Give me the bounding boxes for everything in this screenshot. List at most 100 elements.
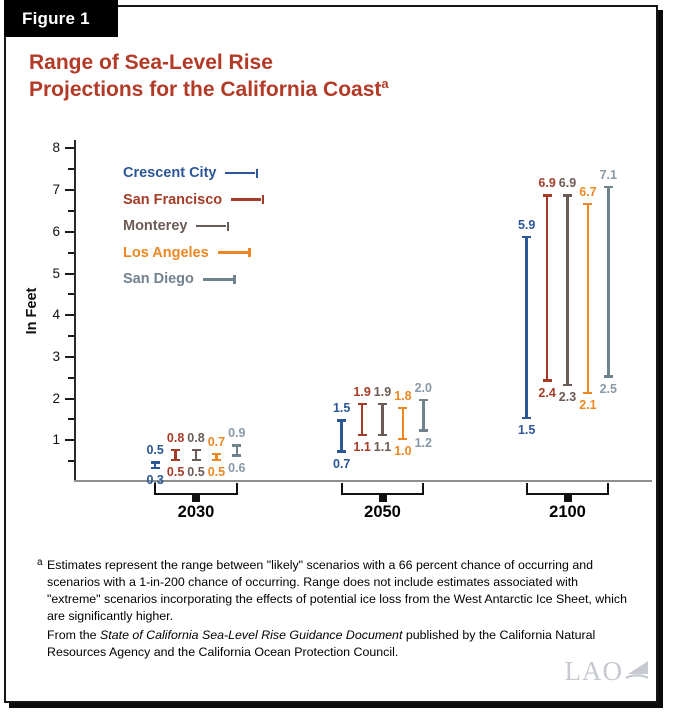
value-label-high-los-angeles-2050: 1.8 — [394, 388, 412, 403]
legend-range-marker-icon — [217, 248, 251, 258]
category-label-2030: 2030 — [177, 503, 215, 521]
y-tick-major — [65, 439, 74, 442]
legend-item-los-angeles: Los Angeles — [123, 244, 251, 261]
legend-label-los-angeles: Los Angeles — [123, 244, 209, 261]
source-document-title: State of California Sea-Level Rise Guida… — [100, 628, 403, 642]
figure-frame — [4, 5, 658, 703]
value-label-low-san-diego-2030: 0.6 — [228, 460, 246, 475]
range-bar-stem-san-diego-2050 — [422, 398, 425, 432]
range-bar-cap-bottom-san-francisco-2050 — [357, 433, 367, 437]
value-label-high-monterey-2050: 1.9 — [373, 384, 392, 399]
y-tick-label: 6 — [52, 223, 60, 239]
figure-label-box: Figure 1 — [4, 0, 118, 37]
value-label-low-los-angeles-2030: 0.5 — [207, 465, 226, 480]
y-tick-label: 4 — [52, 307, 60, 323]
category-bracket-right — [235, 483, 238, 495]
range-bar-stem-monterey-2050 — [381, 402, 384, 437]
y-tick-label: 7 — [52, 182, 60, 198]
range-bar-stem-san-francisco-2030 — [174, 448, 177, 462]
category-bracket-tab — [192, 494, 200, 502]
range-bar-stem-san-francisco-2050 — [360, 402, 364, 437]
value-label-low-los-angeles-2100: 2.1 — [579, 398, 597, 413]
range-bar-cap-top-crescent-city-2100 — [522, 235, 532, 239]
value-label-high-san-francisco-2050: 1.9 — [353, 384, 371, 399]
source-prefix: From the — [47, 628, 101, 642]
legend-item-monterey: Monterey — [123, 218, 230, 235]
category-bracket-left — [340, 483, 343, 495]
y-tick-minor — [68, 293, 74, 296]
value-label-high-crescent-city-2100: 5.9 — [517, 217, 536, 232]
value-label-high-los-angeles-2030: 0.7 — [207, 434, 226, 449]
range-bar-cap-top-los-angeles-2050 — [398, 406, 408, 410]
value-label-low-monterey-2100: 2.3 — [558, 390, 577, 405]
range-bar-cap-bottom-monterey-2100 — [563, 383, 572, 387]
range-bar-cap-top-los-angeles-2030 — [211, 452, 221, 456]
figure-title-line2: Projections for the California Coast — [29, 77, 382, 101]
legend-item-san-francisco: San Francisco — [123, 191, 265, 208]
legend-range-marker-icon — [231, 195, 265, 205]
value-label-high-monterey-2100: 6.9 — [558, 176, 577, 191]
range-bar-cap-bottom-crescent-city-2030 — [150, 466, 160, 470]
x-baseline — [74, 480, 652, 482]
range-bar-cap-bottom-los-angeles-2050 — [398, 437, 408, 441]
range-bar-cap-bottom-san-diego-2100 — [603, 375, 613, 378]
range-bar-stem-los-angeles-2050 — [401, 406, 405, 441]
chart-footnote: a Estimates represent the range between "… — [37, 557, 629, 624]
range-bar-cap-top-monterey-2030 — [191, 448, 201, 452]
range-bar-stem-monterey-2100 — [566, 194, 569, 387]
legend-label-monterey: Monterey — [123, 218, 188, 235]
range-bar-cap-top-san-francisco-2030 — [171, 448, 181, 452]
range-bar-cap-top-los-angeles-2100 — [583, 202, 593, 206]
range-bar-cap-top-crescent-city-2050 — [337, 419, 347, 422]
y-axis-title: In Feet — [24, 287, 40, 335]
y-tick-minor — [68, 168, 74, 171]
legend-range-marker-icon — [196, 221, 230, 231]
y-tick-minor — [68, 460, 74, 463]
value-label-high-san-diego-2050: 2.0 — [414, 380, 432, 395]
value-label-low-crescent-city-2050: 0.7 — [332, 456, 351, 471]
legend-range-marker-icon — [225, 168, 259, 178]
footnote-text: Estimates represent the range between "l… — [47, 558, 627, 623]
figure-label: Figure 1 — [22, 9, 90, 28]
y-tick-label: 2 — [52, 390, 60, 406]
range-bar-cap-bottom-los-angeles-2030 — [211, 458, 221, 462]
range-bar-stem-san-diego-2030 — [235, 444, 239, 457]
range-bar-cap-top-san-francisco-2100 — [542, 194, 552, 197]
y-tick-label: 8 — [52, 140, 60, 156]
value-label-high-crescent-city-2050: 1.5 — [332, 401, 351, 416]
value-label-low-san-diego-2100: 2.5 — [599, 381, 617, 396]
y-tick-minor — [68, 209, 74, 212]
figure-title: Range of Sea-Level Rise Projections for … — [29, 50, 389, 102]
legend-item-san-diego: San Diego — [123, 271, 236, 288]
legend-range-marker-icon — [202, 274, 236, 284]
y-tick-minor — [68, 418, 74, 421]
value-label-high-san-diego-2030: 0.9 — [228, 426, 246, 441]
footnote-marker: a — [37, 557, 43, 568]
value-label-low-monterey-2030: 0.5 — [187, 465, 205, 480]
range-bar-stem-monterey-2030 — [194, 448, 198, 462]
value-label-low-san-francisco-2050: 1.1 — [353, 440, 371, 455]
range-bar-stem-san-francisco-2100 — [545, 194, 549, 382]
legend-label-san-diego: San Diego — [123, 271, 194, 288]
range-bar-stem-los-angeles-2100 — [586, 202, 590, 395]
range-bar-cap-bottom-monterey-2050 — [378, 433, 387, 437]
value-label-low-crescent-city-2030: 0.3 — [146, 473, 164, 488]
range-bar-stem-los-angeles-2030 — [215, 452, 218, 462]
value-label-high-san-diego-2100: 7.1 — [599, 167, 617, 182]
category-label-2100: 2100 — [549, 503, 586, 521]
category-bracket-tab — [378, 494, 387, 502]
y-tick-label: 3 — [52, 348, 60, 364]
category-bracket-left — [154, 483, 157, 495]
y-tick-major — [65, 355, 74, 358]
range-bar-cap-top-san-diego-2100 — [603, 185, 613, 189]
category-bracket-left — [525, 483, 528, 495]
value-label-high-san-francisco-2100: 6.9 — [538, 176, 556, 191]
value-label-high-san-francisco-2030: 0.8 — [166, 430, 185, 445]
legend-label-san-francisco: San Francisco — [123, 191, 223, 208]
range-bar-cap-bottom-san-francisco-2030 — [171, 458, 181, 462]
category-label-2050: 2050 — [364, 503, 401, 521]
y-tick-minor — [68, 251, 74, 254]
range-bar-cap-bottom-san-francisco-2100 — [542, 379, 552, 382]
